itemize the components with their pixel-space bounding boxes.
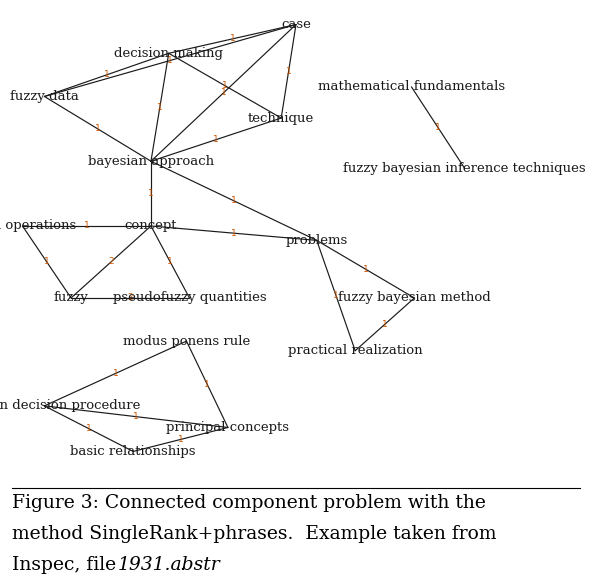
Text: basic relationships: basic relationships: [70, 445, 196, 458]
Text: 1: 1: [168, 56, 173, 65]
Text: technique: technique: [248, 112, 314, 125]
Text: 1: 1: [95, 125, 101, 133]
Text: pseudofuzzy quantities: pseudofuzzy quantities: [112, 291, 266, 304]
Text: 1: 1: [204, 380, 210, 389]
Text: 1931.abstr: 1931.abstr: [117, 556, 220, 574]
Text: 1: 1: [333, 291, 339, 300]
Text: concept: concept: [125, 219, 177, 232]
Text: modus ponens rule: modus ponens rule: [123, 335, 250, 347]
Text: 1: 1: [133, 412, 139, 421]
Text: fuzzy bayesian inference techniques: fuzzy bayesian inference techniques: [343, 162, 586, 175]
Text: 2: 2: [108, 257, 114, 266]
Text: 1: 1: [104, 70, 110, 80]
Text: 1: 1: [222, 81, 228, 90]
Text: 1: 1: [231, 229, 237, 238]
Text: 1: 1: [435, 123, 441, 132]
Text: 1: 1: [231, 197, 237, 205]
Text: 1: 1: [44, 257, 50, 266]
Text: bayesian decision procedure: bayesian decision procedure: [0, 400, 140, 412]
Text: problems: problems: [285, 234, 348, 247]
Text: 1: 1: [221, 88, 226, 97]
Text: main operations: main operations: [0, 219, 76, 232]
Text: 1: 1: [112, 369, 118, 378]
Text: 1: 1: [84, 222, 89, 230]
Text: 1: 1: [363, 264, 368, 274]
Text: practical realization: practical realization: [288, 344, 423, 357]
Text: 1: 1: [178, 435, 184, 444]
Text: method SingleRank+phrases.  Example taken from: method SingleRank+phrases. Example taken…: [12, 525, 496, 543]
Text: mathematical fundamentals: mathematical fundamentals: [318, 80, 505, 94]
Text: fuzzy: fuzzy: [54, 291, 88, 304]
Text: Inspec, file: Inspec, file: [12, 556, 122, 574]
Text: 1: 1: [213, 135, 219, 144]
Text: Figure 3: Connected component problem with the: Figure 3: Connected component problem wi…: [12, 494, 485, 512]
Text: .: .: [179, 556, 185, 574]
Text: decision making: decision making: [114, 47, 223, 60]
Text: case: case: [281, 18, 311, 31]
Text: 1: 1: [148, 189, 154, 198]
Text: 1: 1: [168, 257, 173, 266]
Text: bayesian approach: bayesian approach: [88, 154, 214, 168]
Text: 1: 1: [86, 424, 92, 433]
Text: 1: 1: [157, 103, 163, 112]
Text: fuzzy bayesian method: fuzzy bayesian method: [338, 291, 491, 304]
Text: fuzzy data: fuzzy data: [10, 90, 79, 103]
Text: 1: 1: [230, 35, 235, 43]
Text: 2: 2: [127, 294, 133, 302]
Text: 1: 1: [382, 320, 388, 329]
Text: principal concepts: principal concepts: [166, 421, 289, 434]
Text: 1: 1: [286, 67, 291, 76]
